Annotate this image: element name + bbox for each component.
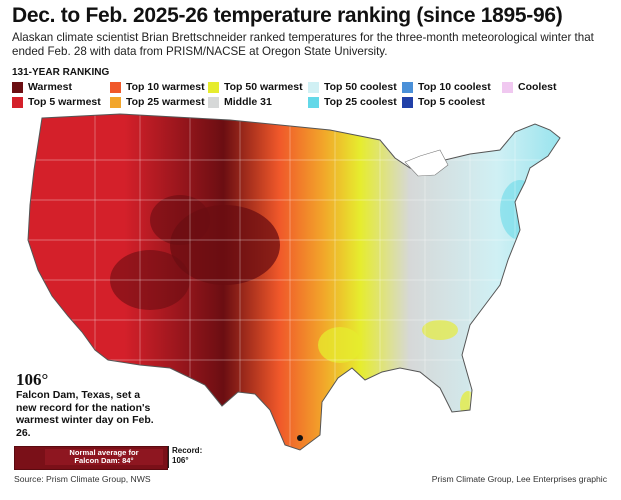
legend-item-top25-warmest: Top 25 warmest bbox=[110, 96, 205, 108]
great-lakes bbox=[404, 149, 449, 177]
legend-swatch-coolest bbox=[502, 81, 513, 93]
legend-item-warmest: Warmest bbox=[12, 81, 72, 93]
us-outline bbox=[27, 113, 561, 451]
record-tick bbox=[168, 446, 169, 468]
legend-label-top5-coolest: Top 5 coolest bbox=[418, 96, 485, 108]
legend-label-top50-warmest: Top 50 warmest bbox=[224, 81, 303, 93]
legend-swatch-top25-coolest bbox=[308, 96, 319, 108]
normal-average-label-1: Normal average for bbox=[69, 447, 139, 457]
legend-item-top5-coolest: Top 5 coolest bbox=[402, 96, 485, 108]
legend-label-coolest: Coolest bbox=[518, 81, 557, 93]
legend-item-top50-warmest: Top 50 warmest bbox=[208, 81, 303, 93]
legend-label-top10-coolest: Top 10 coolest bbox=[418, 81, 491, 93]
top50-warmest-blob-southeast bbox=[422, 320, 458, 340]
record-label: Record: 106° bbox=[172, 446, 202, 465]
callout-description: Falcon Dam, Texas, set a new record for … bbox=[16, 389, 154, 439]
warmest-blob-southwest bbox=[110, 250, 190, 310]
legend-title: 131-YEAR RANKING bbox=[12, 67, 110, 78]
legend-swatch-top10-warmest bbox=[110, 81, 121, 93]
normal-average-bar-fill: Normal average for Falcon Dam: 84° bbox=[45, 447, 163, 465]
chart-subtitle: Alaskan climate scientist Brian Brettsch… bbox=[12, 31, 594, 58]
legend-item-top5-warmest: Top 5 warmest bbox=[12, 96, 101, 108]
legend-item-top10-coolest: Top 10 coolest bbox=[402, 81, 491, 93]
normal-average-label-2: Falcon Dam: 84° bbox=[74, 456, 134, 465]
legend-item-middle31: Middle 31 bbox=[208, 96, 272, 108]
legend-swatch-top10-coolest bbox=[402, 81, 413, 93]
legend-label-top50-coolest: Top 50 coolest bbox=[324, 81, 397, 93]
source-credit: Source: Prism Climate Group, NWS bbox=[14, 474, 151, 484]
legend-swatch-warmest bbox=[12, 81, 23, 93]
top50-warmest-blob-florida bbox=[460, 391, 476, 419]
warmest-blob-north bbox=[150, 195, 210, 245]
us-temperature-map bbox=[27, 113, 561, 451]
legend-label-top10-warmest: Top 10 warmest bbox=[126, 81, 205, 93]
legend-label-top25-warmest: Top 25 warmest bbox=[126, 96, 205, 108]
legend-swatch-top50-warmest bbox=[208, 81, 219, 93]
normal-average-bar: Normal average for Falcon Dam: 84° bbox=[14, 446, 168, 470]
legend-item-top25-coolest: Top 25 coolest bbox=[308, 96, 397, 108]
legend: Warmest Top 5 warmest Top 10 warmest Top… bbox=[12, 81, 612, 111]
map-area bbox=[0, 110, 621, 470]
legend-label-top5-warmest: Top 5 warmest bbox=[28, 96, 101, 108]
legend-item-top50-coolest: Top 50 coolest bbox=[308, 81, 397, 93]
legend-item-coolest: Coolest bbox=[502, 81, 557, 93]
legend-swatch-top5-warmest bbox=[12, 96, 23, 108]
graphic-credit: Prism Climate Group, Lee Enterprises gra… bbox=[431, 474, 607, 484]
legend-label-warmest: Warmest bbox=[28, 81, 72, 93]
legend-label-middle31: Middle 31 bbox=[224, 96, 272, 108]
legend-swatch-top5-coolest bbox=[402, 96, 413, 108]
legend-swatch-top50-coolest bbox=[308, 81, 319, 93]
legend-swatch-top25-warmest bbox=[110, 96, 121, 108]
legend-item-top10-warmest: Top 10 warmest bbox=[110, 81, 205, 93]
record-label-1: Record: bbox=[172, 446, 203, 455]
chart-title: Dec. to Feb. 2025-26 temperature ranking… bbox=[12, 4, 563, 27]
legend-swatch-middle31 bbox=[208, 96, 219, 108]
top50-warmest-blob-south bbox=[318, 327, 362, 363]
legend-label-top25-coolest: Top 25 coolest bbox=[324, 96, 397, 108]
callout-record-temp: 106° bbox=[16, 370, 49, 389]
record-label-2: 106° bbox=[172, 455, 189, 465]
falcon-dam-marker bbox=[297, 435, 303, 441]
